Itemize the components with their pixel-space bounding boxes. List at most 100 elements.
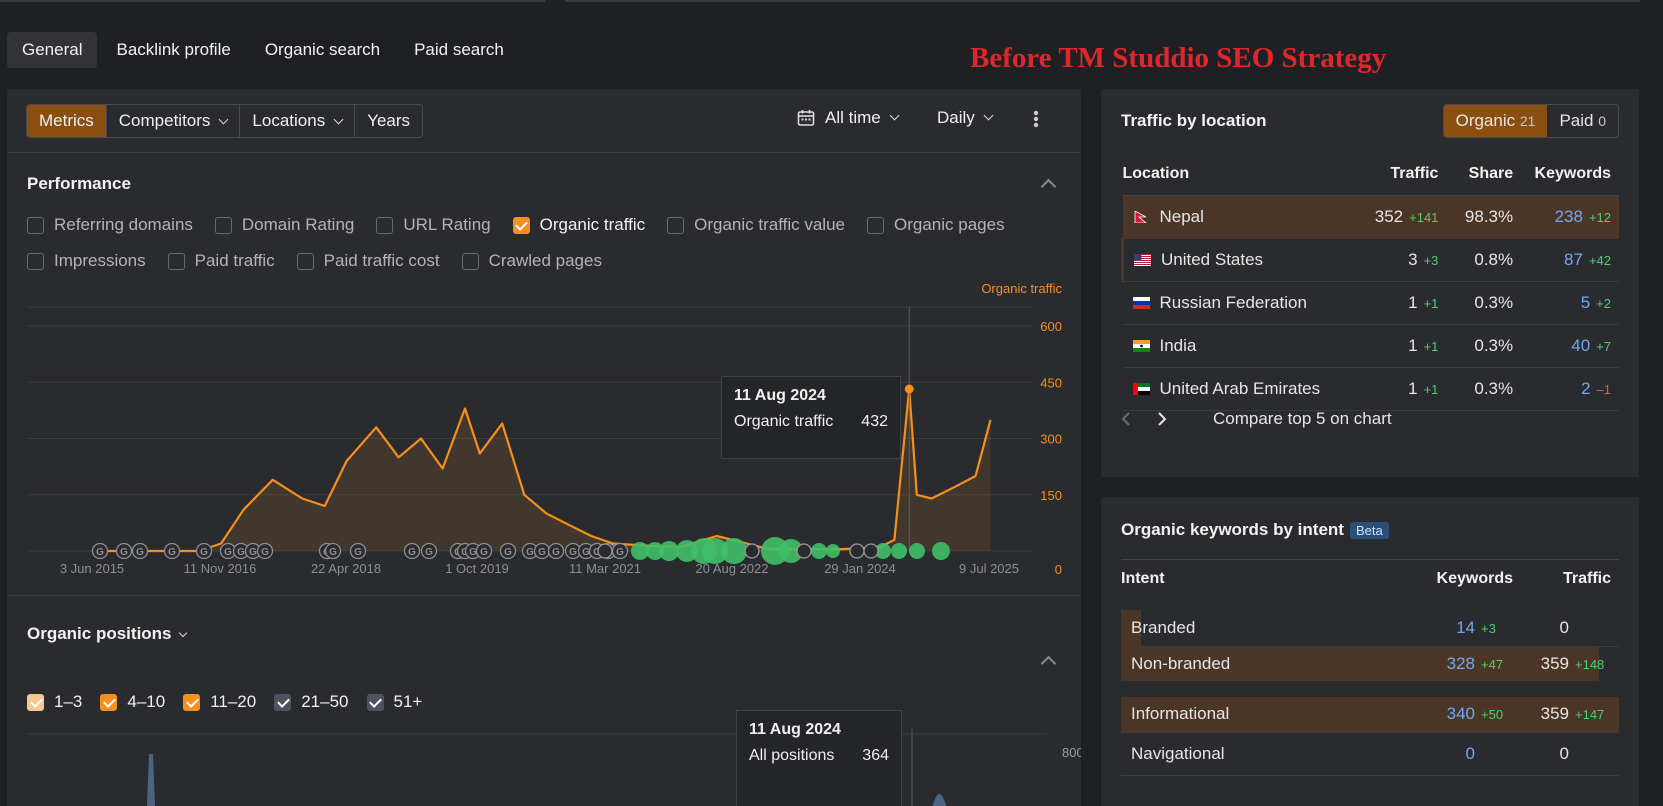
intent-traffic-delta: +147 [1575,707,1605,723]
interval-dropdown[interactable]: Daily [937,108,994,128]
intent-keywords-cell: 14 +3 [1371,596,1521,647]
checkbox-box [867,216,884,234]
google-update-marker [932,542,950,560]
google-update-marker [499,542,517,560]
google-update-glyph: G [136,547,144,558]
intent-row[interactable]: Branded 14 +3 0 [1121,596,1619,647]
checkbox-referring-domains[interactable]: Referring domains [27,215,193,235]
checkbox-label: Domain Rating [241,215,355,234]
checkbox-paid-traffic[interactable]: Paid traffic [167,251,275,271]
tab-general[interactable]: General [7,32,98,68]
more-options-icon[interactable] [1032,109,1040,129]
location-row[interactable]: United States 3 +3 0.8% 87 +42 [1120,238,1619,282]
positions-y-tick: 800 [1062,745,1081,760]
organic-traffic-area [94,389,991,551]
x-tick-label: 22 Apr 2018 [311,561,381,576]
traffic-value: 352 [1374,206,1404,226]
location-row[interactable]: Nepal 352 +141 98.3% 238 +12 [1122,195,1619,239]
location-row[interactable]: United Arab Emirates 1 +1 0.3% 2 –1 [1122,367,1619,411]
intent-traffic-value: 359 [1540,653,1569,673]
checkbox-label: 21–50 [301,692,349,711]
paid-toggle[interactable]: Paid 0 [1547,105,1618,137]
tab-paid-search[interactable]: Paid search [414,40,504,59]
google-update-marker [163,542,181,560]
country-name: United Arab Emirates [1159,378,1321,398]
flag-ae-icon [1132,382,1150,395]
chart-tooltip: 11 Aug 2024 Organic traffic 432 [721,376,901,459]
google-update-glyph: G [526,547,534,558]
google-update-marker [547,542,565,560]
checkbox-position-2[interactable]: 4–10 [100,692,165,712]
location-row[interactable]: India 1 +1 0.3% 40 +7 [1122,324,1619,368]
chevron-right-icon[interactable] [1157,411,1167,427]
google-update-glyph: G [480,547,488,558]
checkbox-position-5[interactable]: 51+ [366,692,422,712]
intent-cell: Navigational [1121,732,1371,776]
checkbox-organic-pages[interactable]: Organic pages [867,215,1005,235]
metrics-button[interactable]: Metrics [27,105,107,137]
y-tick-label: 150 [1040,488,1062,503]
intent-row[interactable]: Non-branded 328 +47 359 +148 [1121,646,1619,690]
tab-backlink-profile[interactable]: Backlink profile [116,40,231,59]
col-traffic: Traffic [1351,153,1447,196]
x-tick-label: 3 Jun 2015 [60,561,124,576]
google-update-marker [909,543,925,559]
google-update-marker [796,543,812,559]
intent-row[interactable]: Informational 340 +50 359 +147 [1121,681,1619,733]
compare-top5-link[interactable]: Compare top 5 on chart [1213,409,1392,428]
intent-keywords-cell: 328 +47 [1371,646,1521,690]
intent-keywords-delta: +50 [1481,707,1504,723]
tab-organic-search[interactable]: Organic search [264,40,381,59]
main-tabs: General Backlink profile Organic search … [7,32,519,68]
performance-metrics-row-1: Referring domains Domain Rating URL Rating… [27,215,1005,235]
checkbox-paid-traffic-cost[interactable]: Paid traffic cost [296,251,440,271]
intent-traffic-cell: 359 +148 [1521,646,1619,690]
checkbox-url-rating[interactable]: URL Rating [376,215,491,235]
checkbox-label: 4–10 [127,692,166,711]
positions-spike [932,794,947,806]
col-share: Share [1446,153,1522,196]
top-divider [0,0,545,2]
checkbox-box [376,216,394,234]
checkbox-position-4[interactable]: 21–50 [274,692,349,712]
intent-row[interactable]: Navigational 0 0 [1121,732,1619,776]
x-tick-label: 11 Nov 2016 [184,561,257,576]
organic-toggle[interactable]: Organic 21 [1443,105,1548,137]
organic-positions-dropdown[interactable]: Organic positions [27,624,187,644]
competitors-button[interactable]: Competitors [107,105,241,137]
traffic-delta: +1 [1423,381,1439,397]
traffic-value: 1 [1408,292,1418,312]
location-row[interactable]: Russian Federation 1 +1 0.3% 5 +2 [1122,281,1619,325]
positions-tooltip-date: 11 Aug 2024 [749,721,841,738]
checkbox-organic-traffic-value[interactable]: Organic traffic value [667,215,845,235]
checkbox-box [512,216,530,234]
positions-tooltip-label: All positions [749,747,835,764]
checkbox-position-3[interactable]: 11–20 [183,692,256,712]
collapse-positions-icon[interactable] [1040,655,1057,672]
google-update-glyph: G [249,547,257,558]
divider [1121,559,1619,560]
checkbox-position-1[interactable]: 1–3 [27,692,82,712]
traffic-value: 1 [1408,335,1418,355]
date-range-dropdown[interactable]: All time [797,108,900,128]
intent-keywords-value: 14 [1456,617,1475,637]
location-cell: United States [1120,238,1352,282]
location-cell: Russian Federation [1122,281,1352,325]
checkbox-domain-rating[interactable]: Domain Rating [214,215,355,235]
traffic-cell: 1 +1 [1351,324,1447,368]
checkbox-organic-traffic[interactable]: Organic traffic [512,215,645,235]
col-keywords: Keywords [1371,561,1521,604]
google-update-glyph: G [593,547,601,558]
locations-button[interactable]: Locations [240,105,356,137]
checkbox-box [274,693,292,711]
organic-paid-toggle: Organic 21 Paid 0 [1442,104,1619,138]
years-button[interactable]: Years [367,111,411,130]
y-tick-label: 600 [1040,319,1062,334]
keywords-cell: 2 –1 [1521,367,1619,411]
checkbox-crawled-pages[interactable]: Crawled pages [461,251,602,271]
checkbox-label: 11–20 [210,692,257,711]
google-update-marker [597,543,613,559]
checkbox-impressions[interactable]: Impressions [27,251,146,271]
chevron-left-icon[interactable] [1121,411,1131,427]
location-cell: United Arab Emirates [1122,367,1352,411]
